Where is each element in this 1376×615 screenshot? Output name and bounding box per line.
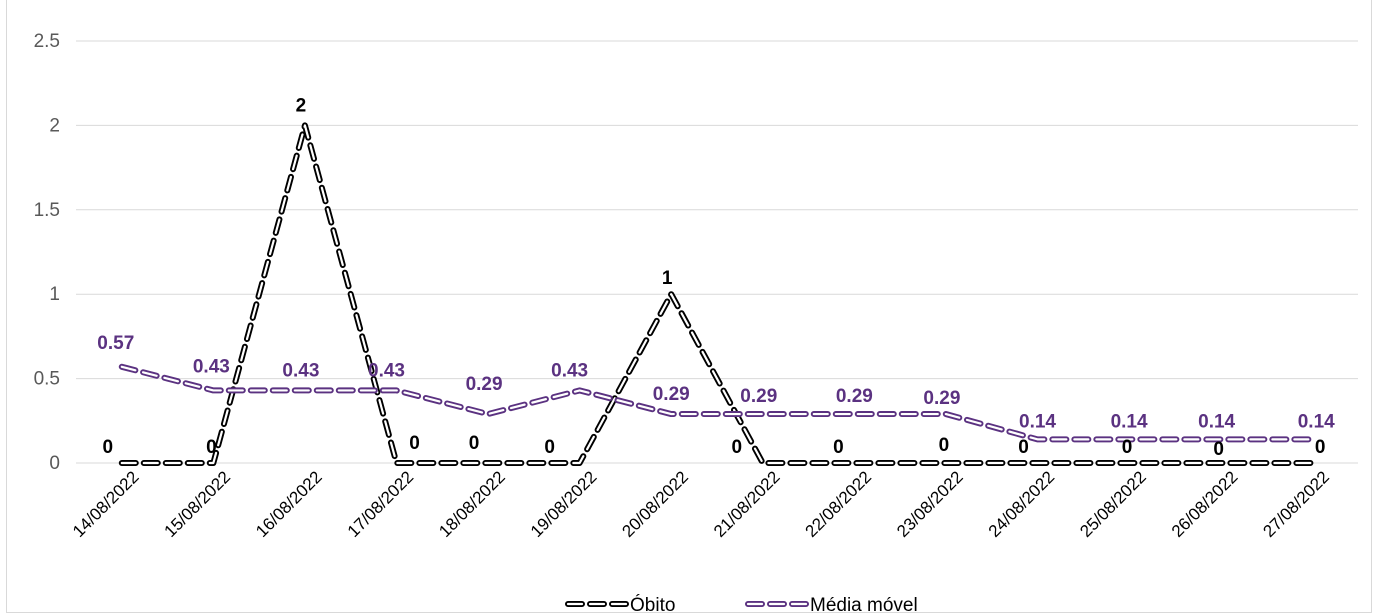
data-labels: 0 0 2 0 0 0 1 0 0 0 0 0 0 0 0.57 0.43 0.43 0.43 0.29 0.43 0.… <box>97 95 1335 460</box>
y-tick-label: 0 <box>49 453 60 474</box>
obito-data-label: 0 <box>939 435 950 456</box>
obito-data-label: 2 <box>296 95 307 116</box>
obito-data-label: 0 <box>544 437 555 458</box>
media-movel-data-label: 0.29 <box>653 384 690 405</box>
obito-data-label: 0 <box>833 437 844 458</box>
media-movel-data-label: 0.57 <box>97 333 134 354</box>
media-movel-data-label: 0.43 <box>368 360 405 381</box>
media-movel-data-label: 0.14 <box>1111 411 1148 432</box>
x-axis: 14/08/2022 15/08/2022 16/08/2022 17/08/2022… <box>69 467 1333 541</box>
x-tick-label: 14/08/2022 <box>69 467 143 541</box>
media-movel-data-label: 0.43 <box>282 360 319 381</box>
obito-data-label: 0 <box>731 437 742 458</box>
y-axis: 0 0.5 1 1.5 2 2.5 <box>34 31 60 474</box>
media-movel-data-label: 0.29 <box>923 388 960 409</box>
chart-frame <box>6 0 1372 613</box>
media-movel-data-label: 0.29 <box>466 374 503 395</box>
obito-data-label: 0 <box>102 437 113 458</box>
obito-data-label: 1 <box>662 268 673 289</box>
x-tick-label: 18/08/2022 <box>435 467 509 541</box>
x-tick-label: 23/08/2022 <box>893 467 967 541</box>
x-tick-label: 20/08/2022 <box>618 467 692 541</box>
series-line-0-inner <box>120 124 1314 465</box>
media-movel-data-label: 0.14 <box>1198 411 1235 432</box>
obito-data-label: 0 <box>409 433 420 454</box>
series-group <box>118 122 1316 466</box>
y-tick-label: 2.5 <box>34 31 60 52</box>
media-movel-data-label: 0.29 <box>740 386 777 407</box>
obito-data-label: 0 <box>1315 437 1326 458</box>
x-tick-label: 19/08/2022 <box>527 467 601 541</box>
y-tick-label: 1.5 <box>34 200 60 221</box>
x-tick-label: 24/08/2022 <box>985 467 1059 541</box>
obito-data-label: 0 <box>206 437 217 458</box>
x-tick-label: 15/08/2022 <box>161 467 235 541</box>
x-tick-label: 26/08/2022 <box>1168 467 1242 541</box>
obito-data-label: 0 <box>469 433 480 454</box>
legend-label-1: Média móvel <box>810 595 918 615</box>
legend-label-0: Óbito <box>630 594 675 615</box>
y-tick-label: 2 <box>49 115 60 136</box>
y-tick-label: 0.5 <box>34 369 60 390</box>
y-tick-label: 1 <box>49 284 60 305</box>
obito-data-label: 0 <box>1213 439 1224 460</box>
series-line-1-inner <box>120 365 1314 441</box>
legend: Óbito Média móvel <box>565 594 918 615</box>
x-tick-label: 21/08/2022 <box>710 467 784 541</box>
obito-data-label: 0 <box>1018 437 1029 458</box>
media-movel-data-label: 0.14 <box>1298 411 1335 432</box>
x-tick-label: 27/08/2022 <box>1259 467 1333 541</box>
x-tick-label: 22/08/2022 <box>802 467 876 541</box>
x-tick-label: 25/08/2022 <box>1076 467 1150 541</box>
media-movel-data-label: 0.14 <box>1019 411 1056 432</box>
media-movel-data-label: 0.43 <box>193 356 230 377</box>
media-movel-data-label: 0.43 <box>551 360 588 381</box>
obito-data-label: 0 <box>1122 437 1133 458</box>
media-movel-data-label: 0.29 <box>836 386 873 407</box>
x-tick-label: 17/08/2022 <box>344 467 418 541</box>
x-tick-label: 16/08/2022 <box>252 467 326 541</box>
